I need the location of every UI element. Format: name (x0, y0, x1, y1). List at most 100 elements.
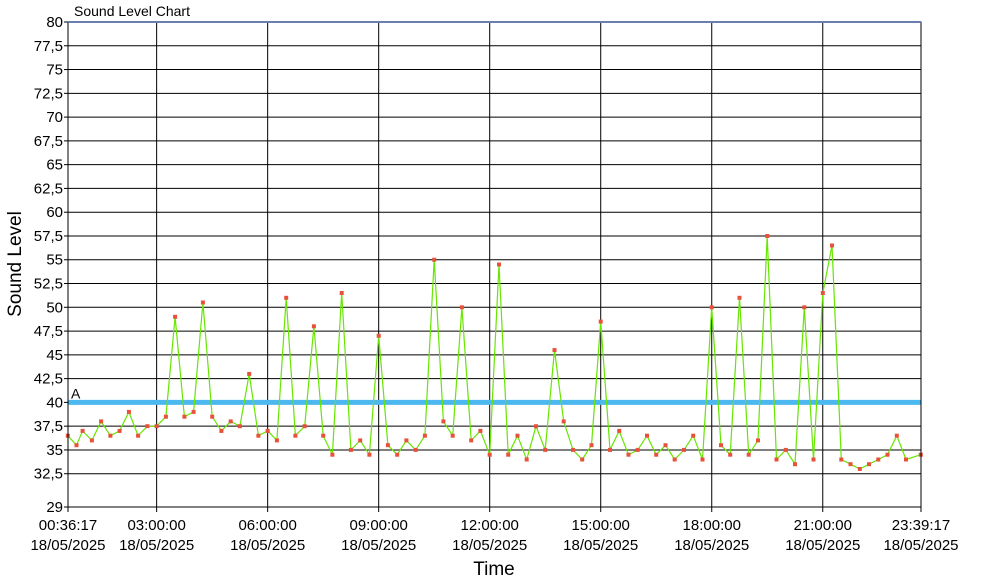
y-tick-label: 47,5 (34, 323, 63, 340)
x-tick-date: 18/05/2025 (883, 537, 958, 554)
data-point (580, 457, 585, 462)
data-point (74, 443, 79, 448)
data-point (404, 438, 409, 443)
data-point (820, 291, 825, 295)
data-point (478, 428, 483, 433)
data-point (487, 452, 492, 457)
y-axis-label: Sound Level (5, 211, 26, 317)
data-point (367, 452, 372, 457)
data-point (848, 462, 853, 467)
y-tick-label: 60 (46, 204, 63, 221)
data-point (894, 433, 899, 438)
y-tick-label: 65 (46, 157, 63, 174)
data-point (635, 447, 640, 452)
data-point (228, 419, 233, 424)
y-tick-label: 77,5 (34, 38, 63, 55)
data-point (497, 262, 501, 267)
y-tick-label: 72,5 (34, 85, 63, 102)
x-tick-time: 06:00:00 (238, 517, 296, 534)
data-point (617, 428, 622, 433)
data-point (348, 447, 353, 452)
data-point (802, 305, 807, 310)
data-point (709, 305, 714, 310)
x-tick-time: 21:00:00 (794, 517, 852, 534)
data-point (654, 452, 659, 457)
data-point (99, 419, 104, 424)
x-tick-time: 03:00:00 (127, 517, 185, 534)
x-tick-date: 18/05/2025 (674, 537, 749, 554)
data-point (219, 428, 224, 433)
x-tick-labels: 00:36:17 18/05/2025 03:00:00 18/05/2025 06:0… (30, 507, 959, 554)
data-point (571, 447, 575, 452)
data-point (774, 457, 779, 462)
data-point (89, 438, 94, 443)
data-point (293, 433, 298, 438)
data-point (413, 447, 418, 452)
data-point (589, 443, 594, 448)
y-tick-label: 35 (46, 442, 63, 459)
data-point (524, 457, 529, 462)
data-point (210, 414, 215, 419)
data-point (534, 424, 538, 429)
data-point (543, 447, 548, 452)
data-point (173, 314, 178, 319)
data-point (506, 452, 511, 457)
y-tick-label: 45 (46, 347, 63, 364)
y-tick-label: 37,5 (34, 418, 63, 435)
data-point (237, 424, 242, 429)
data-point (284, 295, 289, 300)
data-point (645, 433, 649, 438)
y-tick-label: 29 (46, 499, 63, 516)
data-point (385, 443, 390, 448)
x-tick-time: 09:00:00 (349, 517, 407, 534)
data-point (154, 424, 159, 429)
y-tick-label: 52,5 (34, 276, 63, 293)
x-tick-date: 18/05/2025 (230, 537, 305, 554)
data-point (191, 409, 196, 414)
grid-lines (68, 21, 921, 508)
data-point (867, 462, 871, 467)
data-point (756, 438, 760, 443)
data-point (145, 424, 150, 429)
x-tick-time: 15:00:00 (572, 517, 630, 534)
x-axis-label: Time (473, 559, 515, 580)
y-tick-label: 75 (46, 62, 63, 79)
data-point (515, 433, 520, 438)
y-tick-label: 42,5 (34, 371, 63, 388)
y-tick-label: 62,5 (34, 180, 63, 197)
data-point (746, 452, 751, 457)
data-point (395, 452, 400, 457)
data-point (80, 428, 85, 433)
x-tick-date: 18/05/2025 (30, 537, 105, 554)
x-tick-date: 18/05/2025 (452, 537, 527, 554)
y-tick-labels: 80 77,5 75 72,5 70 67,5 65 62,5 60 57,5 55 52,5 50 47… (34, 14, 68, 516)
x-tick-date: 18/05/2025 (563, 537, 638, 554)
data-point (839, 457, 844, 462)
data-point (265, 428, 270, 433)
data-point (311, 324, 316, 329)
data-point (663, 443, 668, 448)
data-point (811, 457, 816, 462)
data-point (330, 452, 335, 457)
data-point (182, 414, 187, 419)
data-point (672, 457, 677, 462)
y-tick-label: 70 (46, 109, 63, 126)
data-point (339, 291, 344, 295)
data-point (700, 457, 705, 462)
data-point (783, 447, 788, 452)
y-tick-label: 50 (46, 299, 63, 316)
data-point (126, 409, 131, 414)
x-tick-date: 18/05/2025 (119, 537, 194, 554)
data-point (765, 234, 770, 238)
data-point (469, 438, 474, 443)
data-point (561, 419, 566, 424)
data-point (274, 438, 279, 443)
data-point (358, 438, 363, 443)
reference-line-label: A (71, 385, 81, 401)
data-point (691, 433, 696, 438)
reference-line-group: A (68, 385, 921, 405)
data-point (376, 333, 381, 338)
x-tick-time: 00:36:17 (39, 517, 97, 534)
x-tick-date: 18/05/2025 (785, 537, 860, 554)
